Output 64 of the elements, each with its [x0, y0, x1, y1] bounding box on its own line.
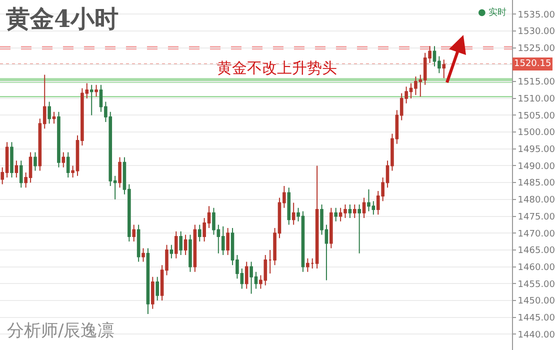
candlestick	[358, 204, 361, 254]
candlestick	[142, 248, 145, 262]
candlestick	[136, 224, 140, 262]
candlestick	[268, 249, 272, 274]
y-tick-label: 1450.00	[518, 296, 555, 307]
candlestick	[442, 59, 446, 79]
annotation: 黄金不改上升势头	[217, 59, 337, 77]
y-tick-label: 1510.00	[518, 94, 555, 105]
y-tick-label: 1465.00	[518, 246, 555, 256]
candlestick	[287, 187, 291, 226]
y-tick-label: 1475.00	[518, 212, 555, 222]
y-tick-label: 1440.00	[518, 330, 555, 340]
candlestick	[62, 152, 66, 168]
y-tick-label: 1455.00	[518, 280, 555, 290]
y-tick-label: 1535.00	[518, 10, 555, 20]
candlestick	[334, 207, 338, 222]
chart-title: 黄金4小时	[5, 4, 119, 33]
candlestick	[151, 276, 154, 310]
candlestick	[221, 226, 225, 256]
y-tick-label: 1495.00	[518, 145, 555, 156]
candlestick	[315, 165, 319, 269]
y-tick-label: 1470.00	[518, 229, 555, 240]
candlestick	[48, 101, 51, 124]
y-tick-label: 1515.00	[518, 78, 555, 88]
candlestick	[244, 261, 248, 290]
candlestick	[198, 224, 202, 242]
candlestick	[14, 160, 18, 178]
candlestick	[19, 160, 23, 188]
candlestick	[352, 204, 356, 218]
candlestick	[94, 84, 98, 98]
candlestick	[156, 276, 160, 301]
candlestick	[132, 224, 136, 242]
y-tick-label: 1505.00	[518, 111, 555, 122]
candlestick	[188, 234, 192, 272]
y-tick-label: 1490.00	[518, 162, 555, 172]
y-tick-label: 1445.00	[518, 313, 555, 324]
candlestick	[34, 152, 37, 172]
candlestick	[306, 258, 310, 272]
y-tick-label: 1525.00	[518, 44, 555, 54]
candlestick	[362, 197, 366, 218]
candlestick	[292, 202, 296, 226]
candlestick	[146, 248, 150, 314]
y-tick-label: 1530.00	[518, 27, 555, 38]
annotation: ● 实时	[478, 7, 507, 18]
candlestick	[10, 142, 14, 178]
y-tick-label: 1460.00	[518, 262, 555, 273]
candlestick	[193, 224, 197, 272]
candlestick	[66, 152, 70, 178]
candlestick	[174, 230, 178, 259]
candlestick	[57, 111, 60, 168]
candlestick	[184, 234, 188, 256]
y-tick-label: 1500.00	[518, 128, 555, 138]
y-tick-label: 1485.00	[518, 178, 555, 189]
candlestick	[330, 207, 333, 249]
annotation: 分析师/辰逸凛	[7, 321, 115, 341]
candlestick	[179, 230, 182, 256]
candlestick	[90, 84, 94, 116]
candlestick	[226, 228, 230, 256]
ref-line-label: 1520.15	[514, 59, 552, 69]
y-tick-label: 1480.00	[518, 196, 555, 206]
candlestick	[170, 244, 174, 259]
candlestick	[348, 204, 352, 218]
candlestick	[118, 156, 122, 188]
candlestick	[52, 111, 56, 124]
